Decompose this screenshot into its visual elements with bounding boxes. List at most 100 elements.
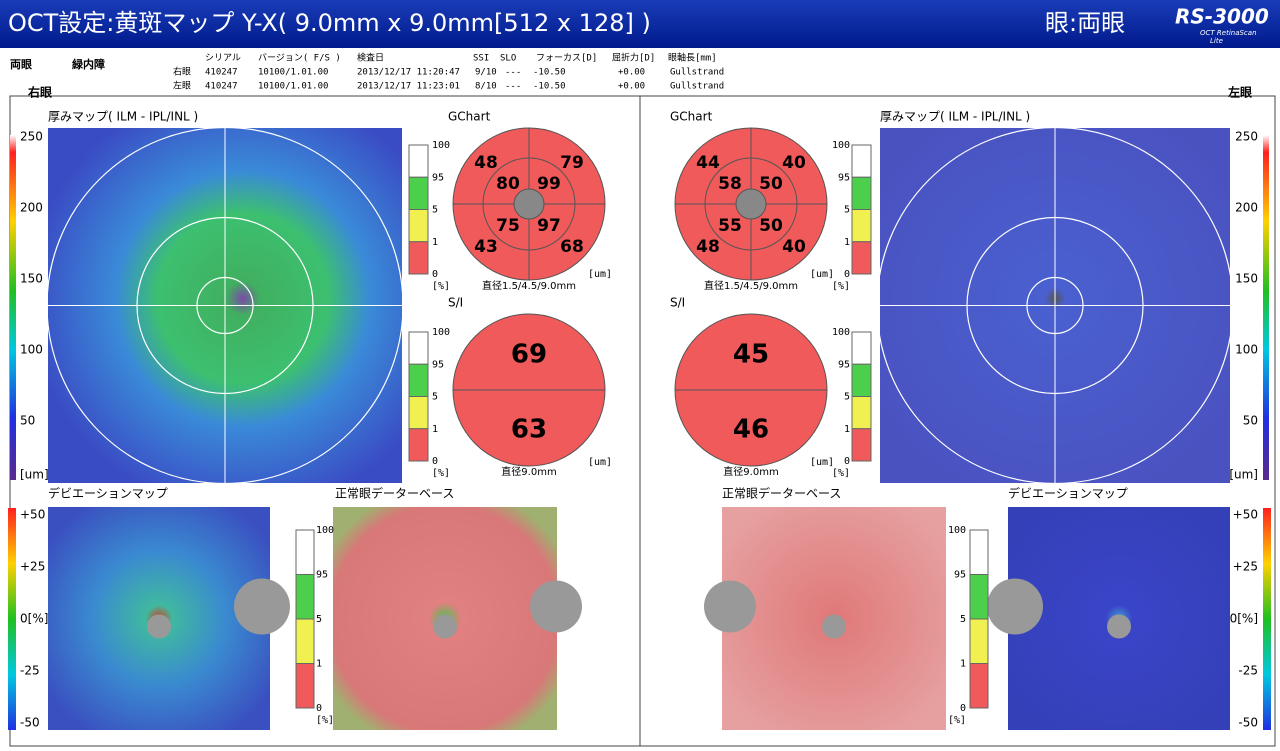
exam-eyes: 両眼	[10, 58, 32, 71]
scale-label: +50	[20, 508, 45, 522]
legend-segment	[851, 331, 872, 365]
gchart-caption: 直径1.5/4.5/9.0mm	[704, 279, 798, 292]
exam-cell: 右眼	[173, 66, 191, 78]
legend-label: [%]	[832, 281, 850, 292]
scale-label: -50	[1238, 716, 1258, 730]
fovea	[147, 614, 171, 639]
legend-label: [%]	[432, 281, 450, 292]
legend-segment	[295, 529, 315, 575]
legend-label: 1	[844, 237, 850, 248]
exam-column: バージョン( F/S )	[258, 53, 341, 64]
gchart-value: 44	[696, 153, 720, 173]
header-bar	[0, 0, 1280, 48]
legend-segment	[851, 144, 872, 178]
legend-label: 0	[432, 269, 438, 280]
panel-title: 厚みマップ( ILM - IPL/INL )	[48, 110, 198, 124]
legend-label: 5	[960, 614, 966, 625]
exam-cell: Gullstrand	[670, 82, 724, 92]
panel-title: 正常眼データーベース	[335, 486, 454, 501]
scale-label: 150	[20, 272, 43, 286]
legend-segment	[969, 663, 989, 709]
gchart-value: 50	[759, 216, 783, 236]
gchart-unit: [um]	[588, 269, 612, 280]
legend-segment	[295, 574, 315, 620]
gchart-value: 48	[696, 237, 720, 257]
legend-segment	[851, 241, 872, 275]
exam-cell: -10.50	[533, 82, 566, 92]
legend-label: 1	[432, 424, 438, 435]
legend-label: 5	[432, 205, 438, 216]
gchart-unit: [um]	[810, 269, 834, 280]
gchart-value: 68	[560, 237, 584, 257]
header-title: OCT設定:黄斑マップ Y-X( 9.0mm x 9.0mm[512 x 128…	[8, 9, 651, 37]
exam-cell: ---	[505, 68, 521, 78]
legend-label: 100	[832, 327, 850, 338]
gchart-value: 75	[496, 216, 520, 236]
si-caption: 直径9.0mm	[723, 465, 778, 478]
exam-column: シリアル	[205, 54, 241, 64]
fovea	[1107, 614, 1131, 639]
gchart-value: 50	[759, 174, 783, 194]
scale-label: -25	[20, 664, 40, 678]
gchart-value: 80	[496, 174, 520, 194]
legend-label: [%]	[832, 468, 850, 479]
legend-segment	[408, 331, 429, 365]
scale-label: 0[%]	[1230, 612, 1258, 626]
legend-label: 5	[432, 392, 438, 403]
gchart-value: 58	[718, 174, 742, 194]
exam-disease: 緑内障	[72, 57, 105, 71]
fovea	[822, 614, 846, 639]
gchart-caption: 直径1.5/4.5/9.0mm	[482, 279, 576, 292]
legend-segment	[408, 363, 429, 397]
color-scale	[10, 135, 16, 480]
gchart-value: 79	[560, 153, 584, 173]
scale-label: 100	[20, 343, 43, 357]
header-eye: 眼:両眼	[1045, 9, 1125, 37]
si-value: 45	[733, 340, 769, 370]
legend-segment	[851, 363, 872, 397]
scale-label: 250	[1235, 130, 1258, 144]
color-scale	[8, 508, 16, 730]
si-unit: [um]	[810, 457, 834, 468]
legend-label: 0	[844, 456, 850, 467]
exam-column: フォーカス[D]	[536, 53, 597, 64]
exam-cell: 10100/1.01.00	[258, 68, 328, 78]
gchart-center	[513, 188, 545, 220]
exam-cell: 左眼	[173, 80, 191, 92]
logo-sub: OCT RetinaScan	[1200, 29, 1257, 37]
legend-label: 100	[432, 327, 450, 338]
legend-label: 0	[316, 703, 322, 714]
legend-label: 95	[432, 359, 444, 370]
legend-segment	[408, 428, 429, 462]
si-value: 69	[511, 340, 547, 370]
legend-label: [%]	[316, 715, 334, 726]
logo: RS-3000	[1175, 5, 1269, 29]
scale-label: +25	[20, 560, 45, 574]
legend-label: 95	[316, 570, 328, 581]
scale-label: -25	[1238, 664, 1258, 678]
legend-segment	[851, 209, 872, 243]
si-value: 46	[733, 415, 769, 445]
exam-column: SLO	[500, 54, 516, 64]
exam-cell: 410247	[205, 82, 238, 92]
scale-label: 200	[1235, 201, 1258, 215]
legend-label: 100	[316, 525, 334, 536]
exam-cell: 2013/12/17 11:20:47	[357, 68, 460, 78]
optic-disc	[704, 580, 756, 633]
legend-label: 95	[838, 359, 850, 370]
panel-title: GChart	[670, 110, 713, 124]
scale-label: +25	[1233, 560, 1258, 574]
exam-cell: 10100/1.01.00	[258, 82, 328, 92]
legend-label: 5	[844, 392, 850, 403]
si-value: 63	[511, 415, 547, 445]
legend-label: 1	[432, 237, 438, 248]
optic-disc	[234, 578, 290, 635]
eye-label: 右眼	[27, 85, 52, 100]
legend-label: 100	[832, 140, 850, 151]
legend-label: 0	[432, 456, 438, 467]
exam-cell: 410247	[205, 68, 238, 78]
legend-label: 100	[948, 525, 966, 536]
exam-cell: Gullstrand	[670, 68, 724, 78]
